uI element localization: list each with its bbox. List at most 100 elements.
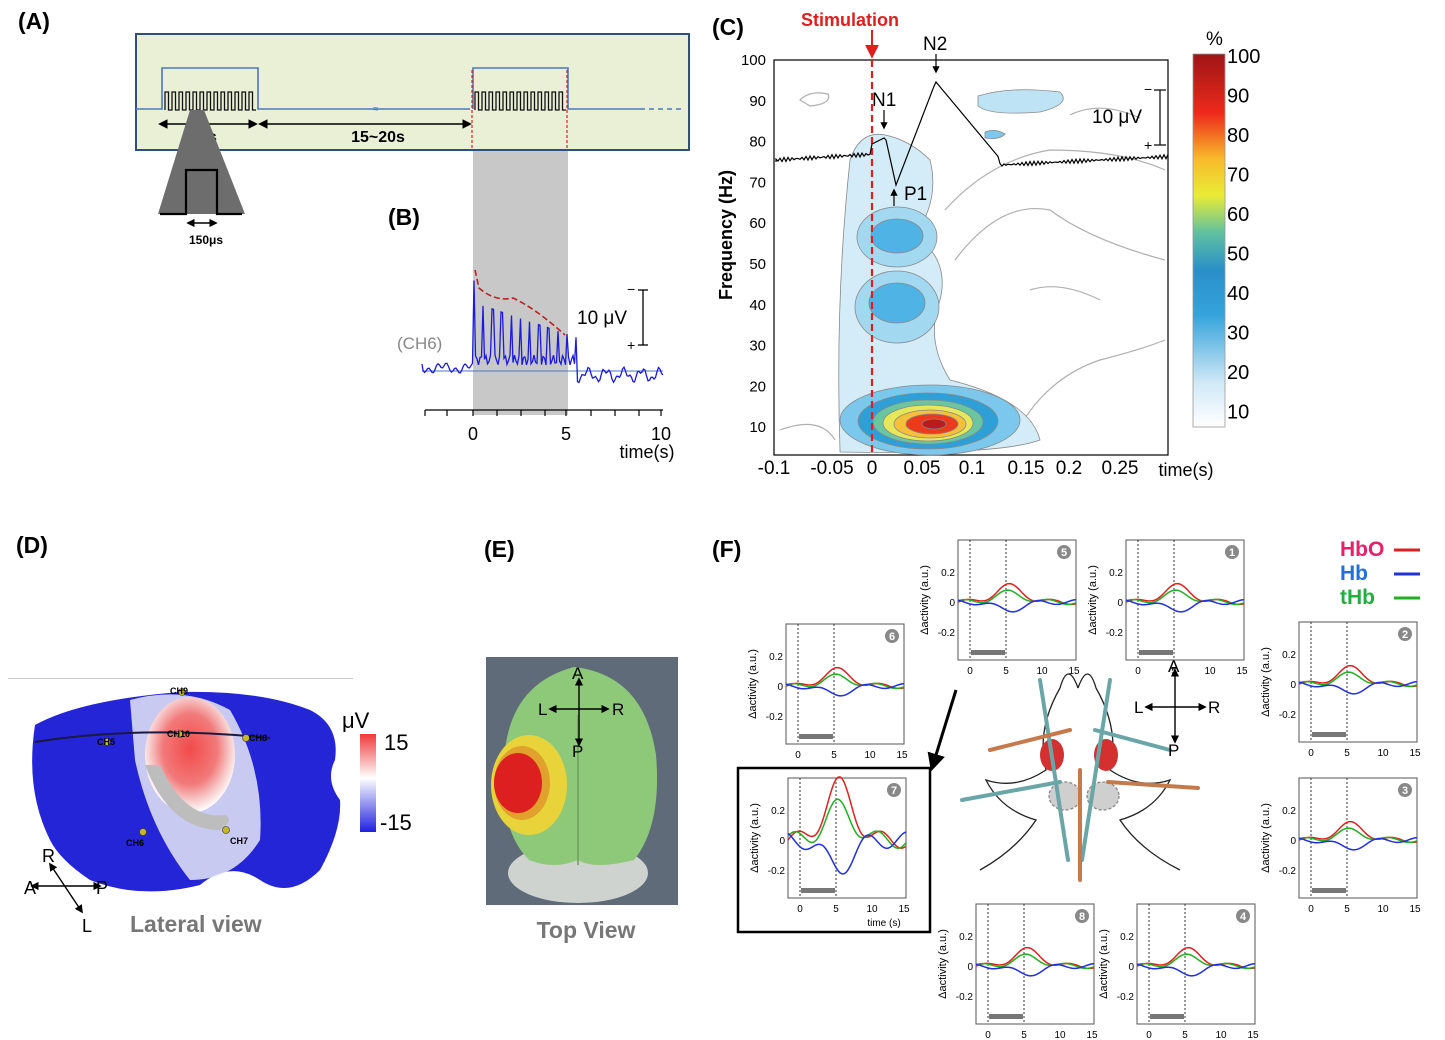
c-xtick-0: -0.1 [758,458,791,479]
c-ytick-70: 70 [749,174,766,191]
f-dir-l: L [1134,698,1143,717]
c-xtick-6: 0.2 [1056,458,1082,479]
svg-text:Δactivity (a.u.): Δactivity (a.u.) [937,929,949,999]
fnirs-plot-4: 4 0.2 0 -0.2 0 5 10 15 Δactivity (a.u.) [1098,903,1259,1040]
svg-text:0: 0 [1290,680,1296,691]
n1-label: N1 [872,90,896,111]
svg-text:10: 10 [1377,748,1389,759]
svg-text:5: 5 [1344,904,1350,915]
svg-text:time (s): time (s) [867,918,900,929]
time-frequency-map: Stimulation N1 N2 P1 10 μV − [716,10,1260,480]
svg-text:10: 10 [1036,666,1048,677]
svg-text:0: 0 [949,598,955,609]
plot-id: 4 [1240,911,1247,923]
svg-text:15: 15 [896,750,908,761]
c-xtick-7: 0.25 [1102,458,1139,479]
colorbar-unit: % [1206,29,1223,50]
electrode-label-ch9: CH9 [170,686,188,696]
svg-text:0.2: 0.2 [771,806,785,817]
svg-text:0.2: 0.2 [941,568,955,579]
svg-text:0: 0 [1135,666,1141,677]
svg-text:0: 0 [779,836,785,847]
panel-label-a: (A) [18,8,50,34]
c-ytick-80: 80 [749,134,766,151]
d-dir-r: R [42,846,55,866]
d-unit: μV [342,708,370,733]
svg-text:5: 5 [831,750,837,761]
svg-text:10: 10 [1204,666,1216,677]
svg-text:5: 5 [1344,748,1350,759]
svg-text:0: 0 [1128,962,1134,973]
protocol-box [135,33,690,151]
svg-text:15: 15 [1086,1030,1098,1040]
stimulation-label: Stimulation [801,10,899,30]
channel-label: (CH6) [397,334,442,353]
panel-label-c: (C) [712,14,744,40]
electrode-ch5 [103,738,111,746]
svg-text:5: 5 [1171,666,1177,677]
electrode-ch8 [242,734,250,742]
electrode-label-ch6: CH6 [126,838,144,848]
plot-id: 2 [1402,629,1408,641]
ch6-trace-plot: (CH6) 10 μV − + 0 5 10 time(s) [397,269,675,462]
svg-text:0: 0 [1117,598,1123,609]
cbar-tick-50: 50 [1227,244,1249,266]
svg-text:0.2: 0.2 [1282,650,1296,661]
potential-colorbar [360,734,376,832]
electrode-label-ch8: CH8 [249,733,267,743]
d-cbar-max: 15 [384,730,408,755]
svg-text:Δactivity (a.u.): Δactivity (a.u.) [749,803,761,873]
evoked-potential-hotspot [145,697,235,813]
svg-text:Δactivity (a.u.): Δactivity (a.u.) [747,649,759,719]
fnirs-plot-3: 3 0.2 0 -0.2 0 5 10 15 Δactivity (a.u.) [1260,777,1421,915]
pulse-train-1 [164,91,256,111]
c-ytick-100: 100 [741,52,766,69]
svg-text:10: 10 [1215,1030,1227,1040]
stim-bar [1150,1014,1184,1019]
stim-bar [971,650,1005,655]
scale-bar-label: 10 μV [577,308,627,329]
svg-text:15: 15 [1409,904,1421,915]
svg-text:0: 0 [797,904,803,915]
svg-text:5: 5 [1021,1030,1027,1040]
svg-text:15: 15 [1236,666,1248,677]
cbar-tick-30: 30 [1227,323,1249,345]
svg-text:10: 10 [1054,1030,1066,1040]
c-ytick-90: 90 [749,93,766,110]
panel-label-d: (D) [16,532,48,558]
plot-id: 8 [1079,911,1085,923]
b-xtick-10: 10 [651,424,671,444]
c-ylabel: Frequency (Hz) [716,170,736,300]
highlighted-plot-frame [736,766,932,934]
svg-text:15: 15 [898,904,910,915]
svg-text:5: 5 [833,904,839,915]
electrode-label-ch10: CH10 [167,729,190,739]
tf-power-contours [838,89,1064,456]
svg-text:0.2: 0.2 [1109,568,1123,579]
stim-bar [989,1014,1023,1019]
b-xtick-5: 5 [561,424,571,444]
svg-text:15: 15 [1068,666,1080,677]
e-dir-r: R [612,700,624,719]
p1-label: P1 [904,184,927,205]
svg-text:Δactivity (a.u.): Δactivity (a.u.) [1260,803,1272,873]
top-view-caption: Top View [537,917,636,943]
svg-text:0.2: 0.2 [959,932,973,943]
pulse-train-2 [474,91,566,111]
legend-thb: tHb [1340,586,1375,609]
plot-id: 3 [1402,785,1408,797]
svg-text:≈: ≈ [373,104,379,115]
c-ytick-50: 50 [749,256,766,273]
panel-label-e: (E) [484,536,515,562]
svg-text:+: + [1144,137,1152,153]
cbar-tick-40: 40 [1227,283,1249,305]
legend-hbo: HbO [1340,538,1384,561]
e-dir-a: A [572,664,584,683]
plot-id: 1 [1229,547,1235,559]
svg-text:+: + [627,337,635,353]
svg-text:0: 0 [1308,748,1314,759]
c-ytick-20: 20 [749,378,766,395]
svg-text:15: 15 [1247,1030,1259,1040]
svg-text:-0.2: -0.2 [768,866,786,877]
svg-text:0: 0 [1308,904,1314,915]
